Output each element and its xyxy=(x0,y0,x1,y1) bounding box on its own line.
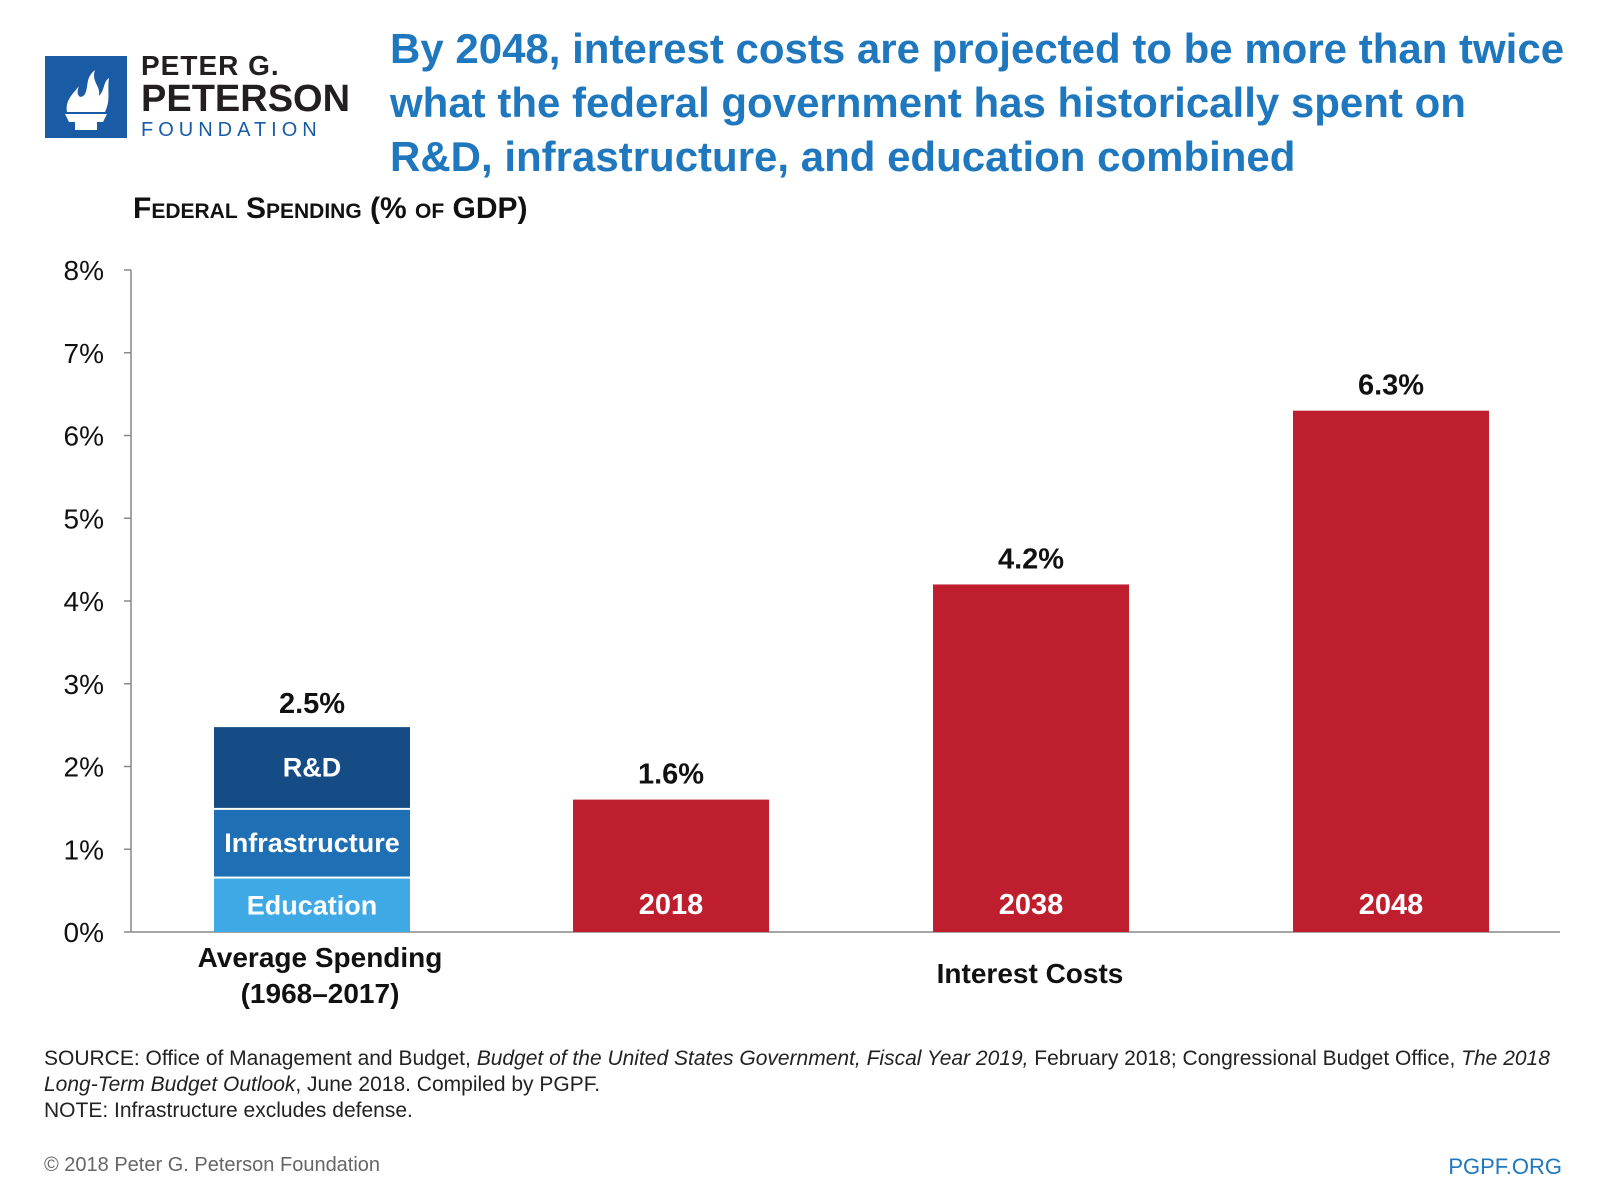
source-text-1: SOURCE: Office of Management and Budget, xyxy=(44,1047,477,1070)
source-text-2: February 2018; Congressional Budget Offi… xyxy=(1028,1047,1462,1070)
segment-label-infrastructure: Infrastructure xyxy=(224,828,400,858)
y-axis-title-unit: (% of GDP) xyxy=(361,192,528,225)
interest-bar-2018 xyxy=(573,799,769,932)
stacked-segment-infrastructure xyxy=(214,809,410,877)
bar-value-label-2018: 1.6% xyxy=(638,759,704,791)
stacked-segment-education xyxy=(214,878,410,932)
y-tick-label: 7% xyxy=(64,338,104,369)
source-title-2: The 2018 Long-Term Budget Outlook xyxy=(44,1047,1550,1096)
note-text: NOTE: Infrastructure excludes defense. xyxy=(44,1099,413,1122)
y-axis-title-main: Federal Spending xyxy=(133,192,362,225)
stacked-total-label: 2.5% xyxy=(279,688,345,720)
category-label-average-line1: Average Spending xyxy=(197,942,443,973)
y-tick-label: 5% xyxy=(64,503,104,534)
bar-year-label-2018: 2018 xyxy=(639,889,704,921)
source-text-3: , June 2018. Compiled by PGPF. xyxy=(295,1073,601,1096)
logo-text-peterson: PETERSON xyxy=(141,78,351,120)
y-tick-label: 8% xyxy=(64,255,104,286)
bar-value-label-2038: 4.2% xyxy=(998,543,1064,575)
y-tick-label: 6% xyxy=(64,421,104,452)
logo-text-foundation: FOUNDATION xyxy=(141,119,322,141)
y-tick-label: 1% xyxy=(64,834,104,865)
y-tick-label: 0% xyxy=(64,917,104,948)
y-tick-label: 4% xyxy=(64,586,104,617)
category-label-average-line2: (1968–2017) xyxy=(240,978,400,1009)
bar-chart: 0% 1% 2% 3% 4% 5% 6% 7% 8% Education Infrastructur… xyxy=(64,255,1560,948)
category-label-interest: Interest Costs xyxy=(936,958,1124,989)
bar-year-label-2048: 2048 xyxy=(1359,889,1424,921)
category-label-average: Average Spending (1968–2017) xyxy=(150,940,490,1012)
bar-value-label-2048: 6.3% xyxy=(1358,370,1424,402)
headline: By 2048, interest costs are projected to… xyxy=(390,25,1565,180)
y-tick-label: 3% xyxy=(64,669,104,700)
bar-year-label-2038: 2038 xyxy=(999,889,1064,921)
logo-torch-icon xyxy=(45,56,127,138)
segment-label-rd: R&D xyxy=(283,753,342,783)
logo-text-peter: PETER G. xyxy=(141,50,280,81)
interest-bar-2038 xyxy=(933,584,1129,932)
interest-bar-2048 xyxy=(1293,410,1489,932)
source-note: SOURCE: Office of Management and Budget,… xyxy=(44,1046,1564,1124)
site-link[interactable]: PGPF.ORG xyxy=(1448,1154,1562,1179)
segment-label-education: Education xyxy=(247,890,378,920)
y-tick-label: 2% xyxy=(64,752,104,783)
copyright: © 2018 Peter G. Peterson Foundation xyxy=(44,1154,381,1176)
stacked-segment-rd xyxy=(214,727,410,808)
y-axis-title: Federal Spending (% of GDP) xyxy=(133,192,528,226)
source-title-1: Budget of the United States Government, … xyxy=(476,1047,1029,1070)
